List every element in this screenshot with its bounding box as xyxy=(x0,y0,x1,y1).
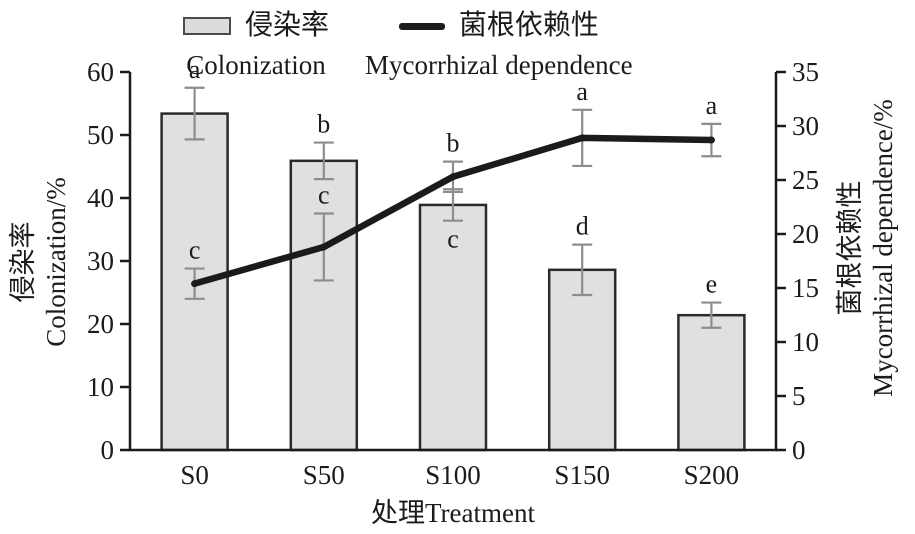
x-tick-label-s100: S100 xyxy=(425,460,481,490)
left-axis-title: 侵染率 Colonization/% xyxy=(7,42,73,482)
chart-legend: 侵染率 Colonization 菌根依赖性 Mycorrhizal depen… xyxy=(183,8,633,79)
bar-letter-s50: b xyxy=(317,110,330,139)
bar-s50 xyxy=(289,159,359,452)
right-tick-label-5: 5 xyxy=(792,381,806,411)
line-point-s100 xyxy=(449,173,457,181)
right-tick-label-30: 30 xyxy=(792,111,819,141)
legend-item-colonization: 侵染率 Colonization xyxy=(183,8,329,79)
left-axis-title-zh: 侵染率 xyxy=(8,221,38,303)
line-point-s0 xyxy=(191,280,199,288)
bar-letter-s0: a xyxy=(189,55,201,84)
x-axis-title: 处理Treatment xyxy=(371,498,535,528)
right-tick-label-10: 10 xyxy=(792,327,819,357)
line-swatch-icon xyxy=(398,22,445,30)
left-tick-label-60: 60 xyxy=(87,57,114,87)
x-tick-label-s200: S200 xyxy=(684,460,740,490)
legend-colonization-zh: 侵染率 xyxy=(245,10,330,41)
legend-dependence-zh: 菌根依赖性 xyxy=(458,10,599,41)
bar-letter-s100: c xyxy=(447,225,459,254)
right-tick-label-15: 15 xyxy=(792,273,819,303)
bar-letter-s200: e xyxy=(706,270,718,299)
right-tick-label-20: 20 xyxy=(792,219,819,249)
right-tick-label-35: 35 xyxy=(792,57,819,87)
line-letter-s200: a xyxy=(706,91,718,120)
left-tick-label-50: 50 xyxy=(87,120,114,150)
line-letter-s0: c xyxy=(189,236,201,265)
left-tick-label-20: 20 xyxy=(87,309,114,339)
right-axis-title-en: Mycorrhizal dependence/% xyxy=(868,99,898,397)
right-axis-title: 菌根依赖性 Mycorrhizal dependence/% xyxy=(834,13,900,483)
left-tick-label-0: 0 xyxy=(101,435,115,465)
right-tick-label-0: 0 xyxy=(792,435,806,465)
line-point-s150 xyxy=(578,134,586,142)
legend-item-mycorrhizal-dependence: 菌根依赖性 Mycorrhizal dependence xyxy=(365,8,633,79)
left-axis-title-en: Colonization/% xyxy=(41,177,71,347)
right-axis-title-zh: 菌根依赖性 xyxy=(835,180,865,316)
x-tick-label-s150: S150 xyxy=(554,460,610,490)
line-letter-s50: c xyxy=(318,180,330,209)
bar-letter-s150: d xyxy=(576,212,589,241)
legend-colonization-en: Colonization xyxy=(186,50,326,80)
x-tick-label-s0: S0 xyxy=(180,460,209,490)
line-letter-s100: b xyxy=(447,129,460,158)
left-tick-label-30: 30 xyxy=(87,246,114,276)
right-tick-label-25: 25 xyxy=(792,165,819,195)
bar-s150 xyxy=(547,268,617,452)
bar-s200 xyxy=(677,313,746,452)
bar-swatch-icon xyxy=(183,17,231,35)
left-tick-label-10: 10 xyxy=(87,372,114,402)
line-point-s50 xyxy=(320,243,328,251)
line-point-s200 xyxy=(707,136,715,144)
legend-dependence-en: Mycorrhizal dependence xyxy=(365,50,633,80)
line-letter-s150: a xyxy=(576,77,588,106)
left-tick-label-40: 40 xyxy=(87,183,114,213)
x-tick-label-s50: S50 xyxy=(303,460,345,490)
